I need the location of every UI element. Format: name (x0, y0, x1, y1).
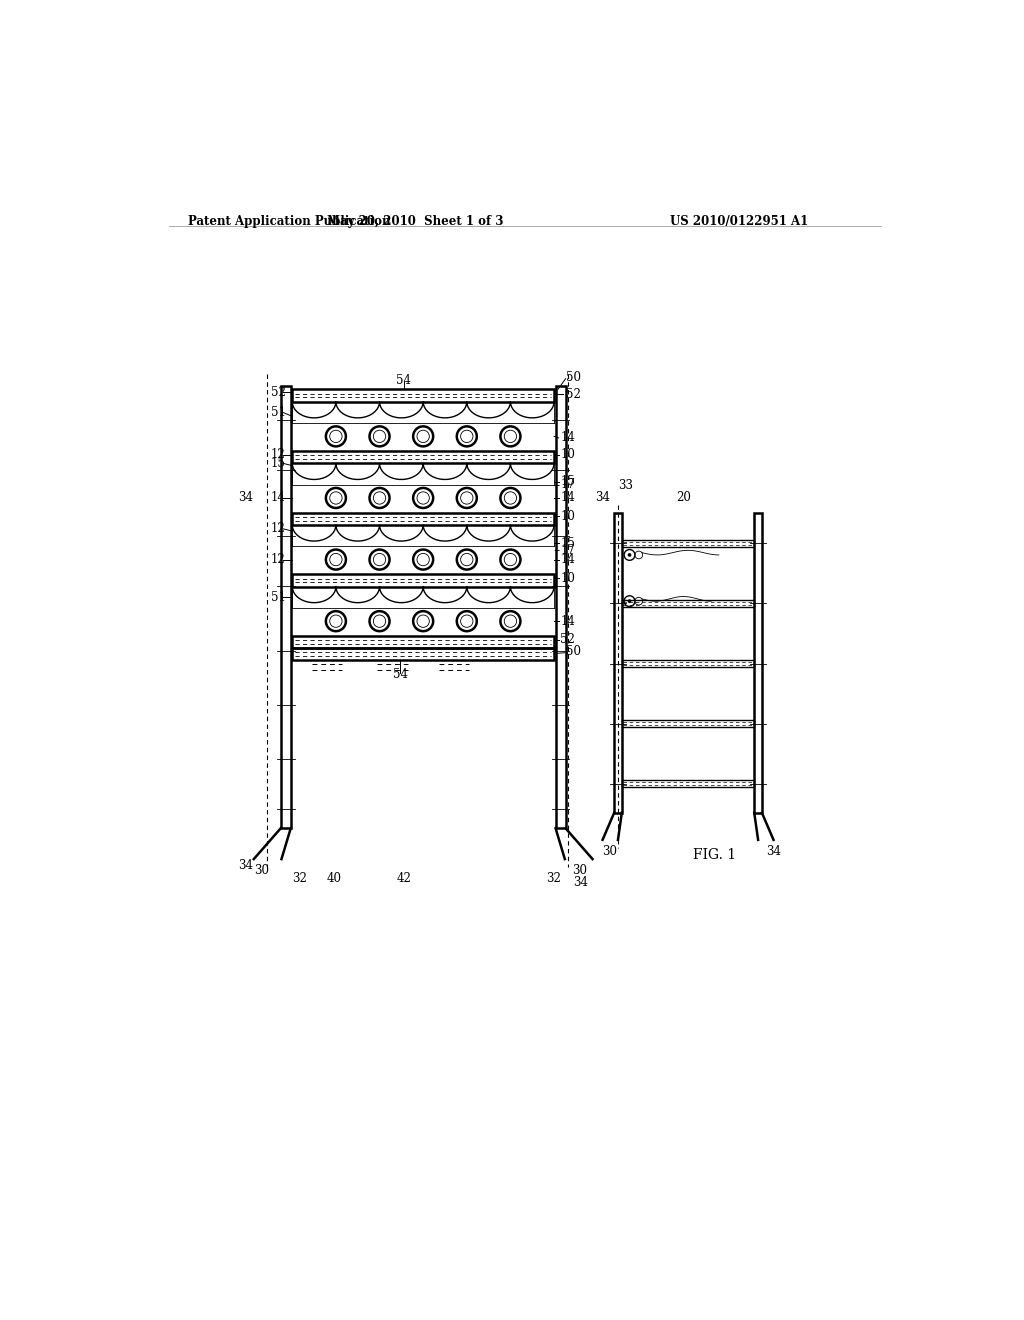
Bar (622, 660, 755, 668)
Text: 32: 32 (547, 871, 561, 884)
Text: 17: 17 (560, 478, 575, 491)
Bar (622, 540, 755, 548)
Text: 50: 50 (565, 371, 581, 384)
Bar (622, 719, 755, 727)
Text: 54: 54 (396, 374, 412, 387)
Bar (622, 780, 755, 788)
Circle shape (629, 601, 631, 602)
Text: 52: 52 (270, 385, 286, 399)
Text: 14: 14 (560, 553, 575, 566)
Text: 32: 32 (292, 871, 307, 884)
Text: 10: 10 (560, 572, 575, 585)
Bar (292, 389, 554, 401)
Text: 33: 33 (617, 479, 633, 492)
Bar (292, 451, 554, 463)
Text: 14: 14 (270, 491, 286, 504)
Bar (281, 385, 291, 829)
Bar (614, 512, 622, 813)
Text: 10: 10 (560, 449, 575, 462)
Bar (556, 385, 565, 829)
Text: 52: 52 (560, 634, 575, 647)
Text: 15: 15 (560, 475, 575, 488)
Text: 12: 12 (270, 553, 286, 566)
Text: 12: 12 (270, 523, 286, 536)
Text: 34: 34 (595, 491, 610, 504)
Bar (292, 636, 554, 648)
Text: 52: 52 (565, 388, 581, 400)
Text: FIG. 1: FIG. 1 (692, 849, 736, 862)
Bar (755, 512, 762, 813)
Text: US 2010/0122951 A1: US 2010/0122951 A1 (670, 215, 808, 227)
Text: 54: 54 (392, 668, 408, 681)
Text: 14: 14 (560, 491, 575, 504)
Bar (292, 512, 554, 525)
Bar (292, 574, 554, 586)
Text: 15: 15 (560, 537, 575, 550)
Text: 30: 30 (602, 845, 617, 858)
Text: 30: 30 (254, 865, 268, 878)
Text: 42: 42 (396, 871, 411, 884)
Text: 34: 34 (239, 491, 253, 504)
Text: May 20, 2010  Sheet 1 of 3: May 20, 2010 Sheet 1 of 3 (328, 215, 504, 227)
Text: 14: 14 (560, 615, 575, 628)
Text: Patent Application Publication: Patent Application Publication (188, 215, 391, 227)
Text: 15: 15 (270, 457, 286, 470)
Text: 50: 50 (565, 645, 581, 659)
Text: 20: 20 (676, 491, 690, 504)
Circle shape (629, 554, 631, 556)
Text: 12: 12 (270, 449, 286, 462)
Text: 34: 34 (766, 845, 781, 858)
Text: 17: 17 (560, 544, 575, 557)
Bar (292, 648, 554, 660)
Text: 40: 40 (327, 871, 342, 884)
Text: 14: 14 (560, 432, 575, 445)
Bar (622, 599, 755, 607)
Text: 34: 34 (239, 859, 253, 871)
Text: 30: 30 (571, 865, 587, 878)
Text: 10: 10 (560, 510, 575, 523)
Text: 51: 51 (270, 591, 286, 603)
Text: 51: 51 (270, 407, 286, 418)
Text: 34: 34 (573, 875, 589, 888)
